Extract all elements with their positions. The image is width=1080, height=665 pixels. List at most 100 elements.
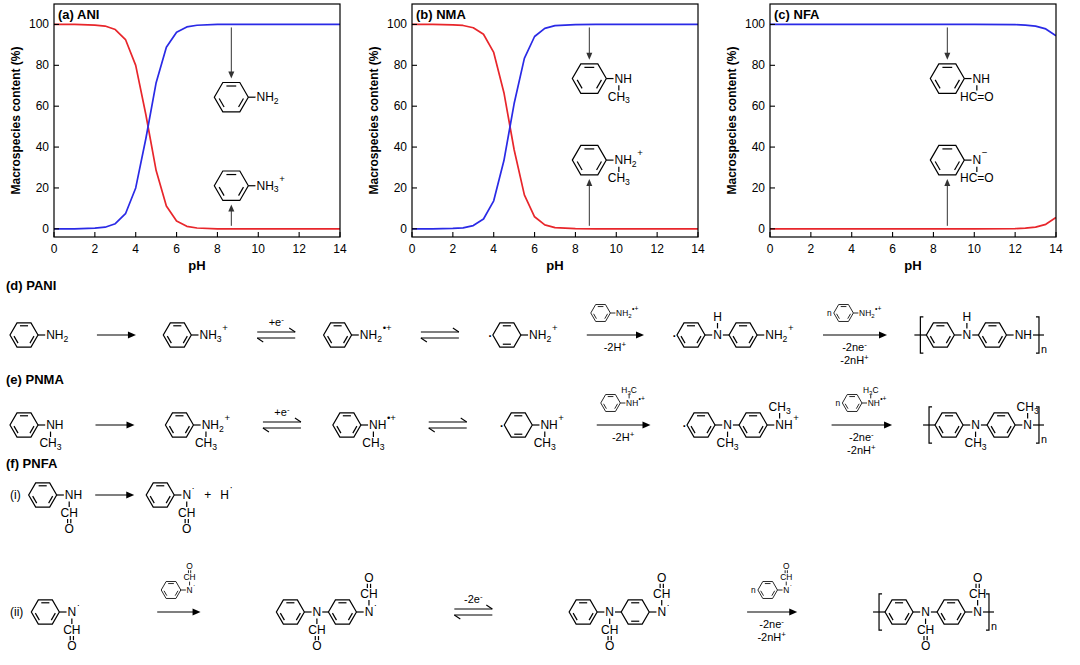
text-part: N	[605, 605, 614, 619]
unit: N·CHO	[146, 482, 195, 537]
double-bond	[343, 415, 351, 416]
double-bond	[594, 314, 597, 319]
ring	[687, 413, 715, 437]
text-part: O	[605, 639, 614, 653]
ring	[572, 145, 606, 174]
arrow-head	[193, 609, 201, 616]
arrow	[97, 334, 131, 335]
ring	[885, 600, 913, 624]
text-part: N	[973, 605, 982, 619]
radical: ·	[499, 416, 505, 435]
double-bond	[51, 613, 55, 620]
text-part: N	[723, 418, 732, 432]
double-bond	[608, 396, 614, 397]
text-part: 100	[29, 17, 49, 31]
text-part: 60	[752, 99, 766, 113]
bond	[777, 590, 782, 591]
structure: NHCH3	[572, 27, 632, 105]
double-bond	[691, 426, 695, 433]
bond	[972, 334, 978, 335]
text-part: ·	[77, 599, 80, 610]
double-bond	[164, 591, 167, 596]
text-part: NH	[46, 328, 63, 342]
bracket	[1036, 407, 1039, 443]
text-part: NH	[369, 418, 386, 432]
structure: NH2	[214, 27, 279, 111]
scheme-label: (d) PANI	[6, 278, 56, 293]
panel-title: (b) NMA	[416, 7, 466, 22]
atom: NH	[626, 398, 638, 408]
text-part: N	[187, 585, 193, 595]
bond	[532, 424, 539, 425]
text-part: (ii)	[10, 605, 23, 619]
atom: NH	[540, 418, 557, 432]
structure: NH3+	[214, 171, 285, 226]
unit: ·NHNH2+	[671, 310, 794, 347]
text-part: NH	[868, 398, 880, 408]
text-part: •+	[387, 412, 396, 423]
bond	[356, 611, 363, 612]
double-bond	[183, 336, 187, 343]
y-tick-label: 40	[752, 140, 766, 154]
text-part: 2	[808, 242, 815, 256]
y-tick-label: 0	[400, 222, 407, 236]
double-bond	[226, 174, 236, 175]
arrow-head	[126, 422, 134, 429]
double-bond	[936, 325, 944, 326]
text-part: ·	[499, 416, 505, 435]
double-bond	[41, 602, 49, 603]
text-part: -	[480, 592, 483, 601]
text-part: 0	[767, 242, 774, 256]
text-part: (a) ANI	[58, 7, 99, 22]
text-part: 100	[745, 17, 765, 31]
repeat-count: n	[1041, 433, 1047, 445]
x-tick-label: 0	[51, 242, 58, 256]
radical: ·	[671, 326, 677, 345]
double-bond	[905, 613, 909, 620]
arrow: NH•+H3C-2H+	[597, 385, 651, 443]
text-part: H	[963, 310, 972, 324]
double-bond	[1007, 426, 1011, 433]
bond	[610, 313, 615, 314]
text-part: (c) NFA	[774, 7, 820, 22]
text-part: N	[921, 605, 930, 619]
y-tick	[54, 24, 59, 25]
text-part: 2	[377, 334, 382, 344]
bond	[193, 424, 200, 425]
text-part: -2nH	[847, 444, 871, 456]
text-part: CH	[61, 506, 78, 520]
text-part: 3	[734, 442, 739, 452]
ring	[276, 600, 304, 624]
ring	[739, 413, 767, 437]
x-tick	[452, 232, 453, 237]
double-bond	[707, 426, 711, 433]
y-tick	[412, 147, 417, 148]
double-bond	[39, 485, 47, 486]
text-part: N	[973, 153, 982, 167]
bond	[361, 424, 368, 425]
double-bond	[739, 325, 747, 326]
arrow: nNH•+H3C-2ne--2nH+	[832, 385, 893, 456]
double-bond	[503, 325, 511, 326]
pointer	[947, 27, 948, 53]
frame	[54, 4, 340, 237]
text-part: n	[1041, 433, 1047, 445]
pointer-head	[586, 179, 592, 186]
bracket	[929, 407, 932, 443]
text-part: 60	[394, 99, 408, 113]
bond	[248, 185, 255, 186]
text-part: 80	[394, 58, 408, 72]
x-tick	[1055, 232, 1056, 237]
x-tick	[575, 232, 576, 237]
double-bond	[185, 426, 189, 433]
text-part: 3	[625, 177, 630, 187]
double-bond	[615, 404, 618, 409]
text-part: 14	[691, 242, 705, 256]
bond	[1015, 424, 1022, 425]
y-tick-label: 80	[752, 58, 766, 72]
text-part: NH	[257, 90, 274, 104]
x-tick-label: 2	[808, 242, 815, 256]
y-tick-label: 20	[394, 181, 408, 195]
x-tick	[974, 232, 975, 237]
text-part: 2	[450, 242, 457, 256]
